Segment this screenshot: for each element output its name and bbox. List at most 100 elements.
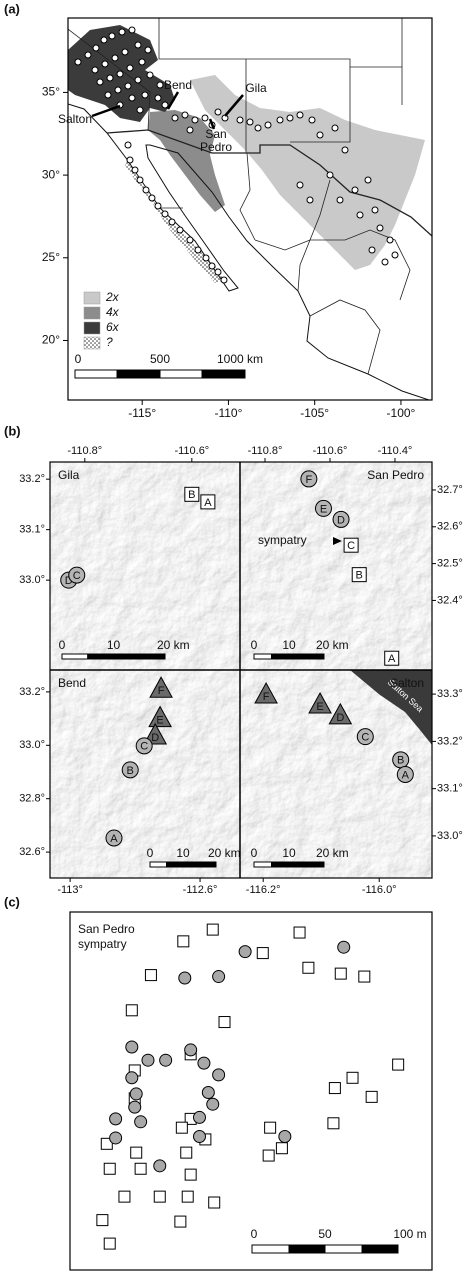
sample-dot (112, 55, 118, 61)
legend-label: 2x (105, 290, 120, 304)
lon-tick-label: -110° (214, 406, 242, 420)
marker-letter: A (402, 769, 410, 781)
circle-individual (135, 1116, 147, 1128)
marker-letter: C (140, 741, 148, 753)
sample-dot (85, 52, 91, 58)
scale-bar (289, 862, 324, 867)
sample-dot (377, 225, 383, 231)
sample-dot (162, 211, 168, 217)
sample-dot (309, 117, 315, 123)
lon-tick-label: -110.8° (248, 445, 283, 457)
legend-label: 4x (106, 305, 120, 319)
lat-tick-label: 35° (42, 85, 60, 99)
marker-letter: D (151, 732, 159, 744)
sample-dot (117, 71, 123, 77)
square-individual (366, 1091, 377, 1102)
circle-individual (142, 1054, 154, 1066)
scale-label: 1000 km (217, 352, 263, 366)
lat-tick-label: 30° (42, 167, 60, 181)
square-individual (97, 1215, 108, 1226)
scale-bar (88, 654, 114, 659)
scale-bar (289, 654, 324, 659)
sample-dot (337, 197, 343, 203)
map-title: Bend (58, 676, 86, 690)
circle-individual (213, 1069, 225, 1081)
sample-dot (369, 247, 375, 253)
square-individual (359, 971, 370, 982)
square-individual (393, 1059, 404, 1070)
lat-tick-label: 32.5° (437, 558, 463, 570)
sample-dot (93, 45, 99, 51)
lon-tick-label: -115° (128, 406, 156, 420)
circle-individual (198, 1057, 210, 1069)
square-individual (263, 1150, 274, 1161)
sample-dot (125, 142, 131, 148)
sample-dot (265, 122, 271, 128)
lat-tick-label: 33.1° (437, 783, 463, 795)
marker-letter: F (158, 685, 165, 697)
square-individual (135, 1163, 146, 1174)
sample-dot (139, 59, 145, 65)
site-maps: Gila-110.8°-110.6°33.2°33.1°33.0°01020 k… (19, 445, 463, 896)
lat-tick-label: 32.8° (19, 793, 45, 805)
marker-letter: D (336, 712, 344, 724)
lat-tick-label: 33.1° (19, 524, 45, 536)
sample-dot (142, 92, 148, 98)
sample-dot (247, 119, 253, 125)
marker-letter: F (306, 474, 313, 486)
square-individual (328, 1118, 339, 1129)
square-individual (219, 1017, 230, 1028)
panel-title: sympatry (78, 937, 127, 951)
sample-dot (129, 27, 135, 33)
plot-frame (70, 912, 432, 1270)
scale-label: 10 (107, 638, 121, 652)
sample-dot (135, 77, 141, 83)
scale-label: 20 km (208, 846, 241, 860)
marker-letter: D (337, 514, 345, 526)
sample-dot (122, 49, 128, 55)
sample-dot (209, 263, 215, 269)
marker-letter: B (397, 755, 404, 767)
sample-dot (107, 75, 113, 81)
sample-dot (221, 277, 227, 283)
legend-label: ? (106, 335, 113, 349)
map-title: San Pedro (367, 468, 424, 482)
scale-label: 20 km (157, 638, 190, 652)
square-individual (347, 1072, 358, 1083)
sample-dot (192, 117, 198, 123)
sample-dot (115, 87, 121, 93)
sample-dot (372, 207, 378, 213)
sample-dot (352, 187, 358, 193)
lat-tick-label: 33.3° (437, 688, 463, 700)
scale-label: 50 (318, 1227, 332, 1241)
sample-dot (202, 115, 208, 121)
marker-letter: B (356, 570, 363, 582)
panel-label: (b) (4, 423, 21, 438)
map-title: Salton (390, 676, 424, 690)
scale-label: 0 (251, 638, 258, 652)
legend-swatch (84, 322, 100, 334)
square-individual (276, 1143, 287, 1154)
sample-dot (119, 29, 125, 35)
marker-letter: E (316, 701, 323, 713)
square-individual (104, 1163, 115, 1174)
lon-tick-label: -105° (300, 406, 329, 420)
lat-tick-label: 20° (42, 333, 60, 347)
sample-dot (387, 237, 393, 243)
sample-dot (277, 117, 283, 123)
sample-dot (297, 182, 303, 188)
sample-dot (182, 112, 188, 118)
square-individual (329, 1083, 340, 1094)
marker-letter: A (388, 653, 396, 665)
lat-tick-label: 32.6° (19, 846, 45, 858)
panel-title: San Pedro (78, 922, 135, 936)
sample-dot (342, 147, 348, 153)
square-individual (265, 1122, 276, 1133)
circle-individual (110, 1132, 122, 1144)
scale-label: 0 (147, 846, 154, 860)
sample-dot (307, 197, 313, 203)
circle-individual (129, 1101, 141, 1113)
marker-letter: A (110, 833, 118, 845)
legend-label: 6x (106, 320, 120, 334)
square-individual (175, 1216, 186, 1227)
